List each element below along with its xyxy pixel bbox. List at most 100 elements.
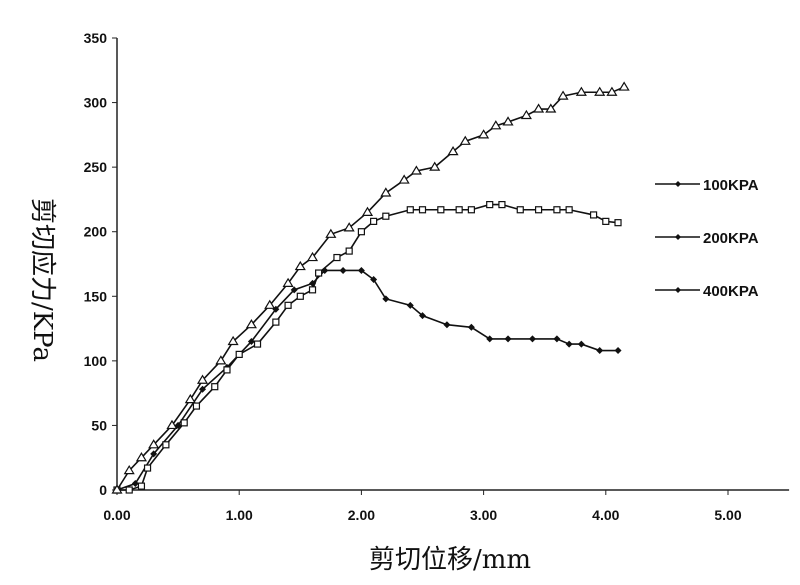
data-point <box>443 321 451 329</box>
data-point <box>589 211 598 219</box>
data-point <box>406 301 414 309</box>
data-point <box>553 206 561 214</box>
data-point <box>553 335 561 343</box>
x-tick-label: 5.00 <box>714 507 741 523</box>
data-point <box>478 129 490 139</box>
legend-marker <box>675 181 681 187</box>
series-400kpa <box>111 81 630 494</box>
data-point <box>490 120 502 130</box>
data-point <box>467 206 475 214</box>
data-point <box>137 482 146 490</box>
data-point <box>486 335 494 343</box>
data-point <box>357 266 365 274</box>
data-point <box>455 206 463 214</box>
series-200kpa <box>113 200 622 494</box>
data-point <box>516 206 524 214</box>
data-point <box>227 335 239 346</box>
x-tick-label: 1.00 <box>226 507 253 523</box>
data-point <box>533 103 545 113</box>
data-point <box>215 355 227 365</box>
data-point <box>361 206 374 216</box>
data-point <box>382 295 390 303</box>
data-point <box>398 174 410 184</box>
data-point <box>211 383 219 391</box>
data-point <box>382 212 390 220</box>
legend-item-200kpa: 200KPA <box>655 230 759 247</box>
data-point <box>357 228 365 236</box>
data-point <box>406 206 414 214</box>
data-point <box>380 187 392 197</box>
data-point <box>290 286 298 294</box>
data-point <box>325 228 337 238</box>
data-point <box>502 116 514 126</box>
data-point <box>192 402 201 410</box>
series-line <box>116 269 619 491</box>
legend: 100KPA 200KPA 400KPA <box>655 177 759 300</box>
data-point <box>437 206 445 214</box>
axes <box>112 37 790 495</box>
legend-label: 200KPA <box>703 230 759 247</box>
data-point <box>459 135 471 145</box>
data-point <box>534 206 543 214</box>
x-tick-label: 2.00 <box>348 507 375 523</box>
data-point <box>272 318 280 326</box>
y-tick-label: 250 <box>84 159 108 175</box>
data-point <box>196 374 209 384</box>
data-point <box>596 347 604 355</box>
data-point <box>618 81 630 91</box>
legend-label: 400KPA <box>703 283 759 300</box>
data-point <box>294 260 306 271</box>
y-tick-label: 200 <box>84 224 108 240</box>
data-point <box>111 484 123 494</box>
series-group <box>111 81 630 494</box>
data-point <box>545 103 557 113</box>
data-point <box>467 323 475 331</box>
y-tick-label: 0 <box>99 482 107 498</box>
data-point <box>606 86 618 96</box>
y-tick-label: 100 <box>84 353 108 369</box>
series-line <box>116 86 625 491</box>
data-point <box>143 464 152 472</box>
data-point <box>150 450 158 458</box>
data-point <box>180 419 188 427</box>
data-point <box>247 337 255 345</box>
x-tick-label: 0.00 <box>103 507 130 523</box>
data-point <box>575 86 587 96</box>
data-point <box>557 90 569 100</box>
data-point <box>419 312 426 320</box>
data-point <box>123 464 135 475</box>
data-point <box>125 486 133 494</box>
y-tick-label: 300 <box>84 95 108 111</box>
legend-marker <box>675 234 681 240</box>
y-tick-label: 150 <box>84 288 108 304</box>
data-point <box>306 251 319 262</box>
data-point <box>253 340 262 348</box>
data-point <box>235 350 243 358</box>
data-point <box>418 206 427 214</box>
data-point <box>565 340 573 348</box>
y-tick-label: 350 <box>84 30 108 46</box>
legend-item-400kpa: 400KPA <box>655 283 759 300</box>
data-point <box>282 277 294 287</box>
series-100kpa <box>113 266 622 494</box>
data-point <box>498 200 506 209</box>
data-point <box>614 347 622 355</box>
data-point <box>577 340 585 348</box>
data-point <box>284 301 292 309</box>
x-tick-label: 3.00 <box>470 507 497 523</box>
data-point <box>162 441 170 449</box>
data-point <box>594 86 606 96</box>
data-point <box>520 109 532 120</box>
data-point <box>370 275 378 283</box>
tick-labels: 0 50 100 150 200 250 300 350 0.00 1.00 2.00 3.00 4.0… <box>84 30 742 523</box>
data-point <box>429 161 441 171</box>
data-point <box>296 292 304 300</box>
data-point <box>447 145 459 156</box>
series-line <box>117 203 619 491</box>
data-point <box>504 335 512 343</box>
data-point <box>135 452 147 462</box>
data-point <box>333 253 341 262</box>
data-point <box>308 286 317 294</box>
legend-item-100kpa: 100KPA <box>655 177 759 194</box>
